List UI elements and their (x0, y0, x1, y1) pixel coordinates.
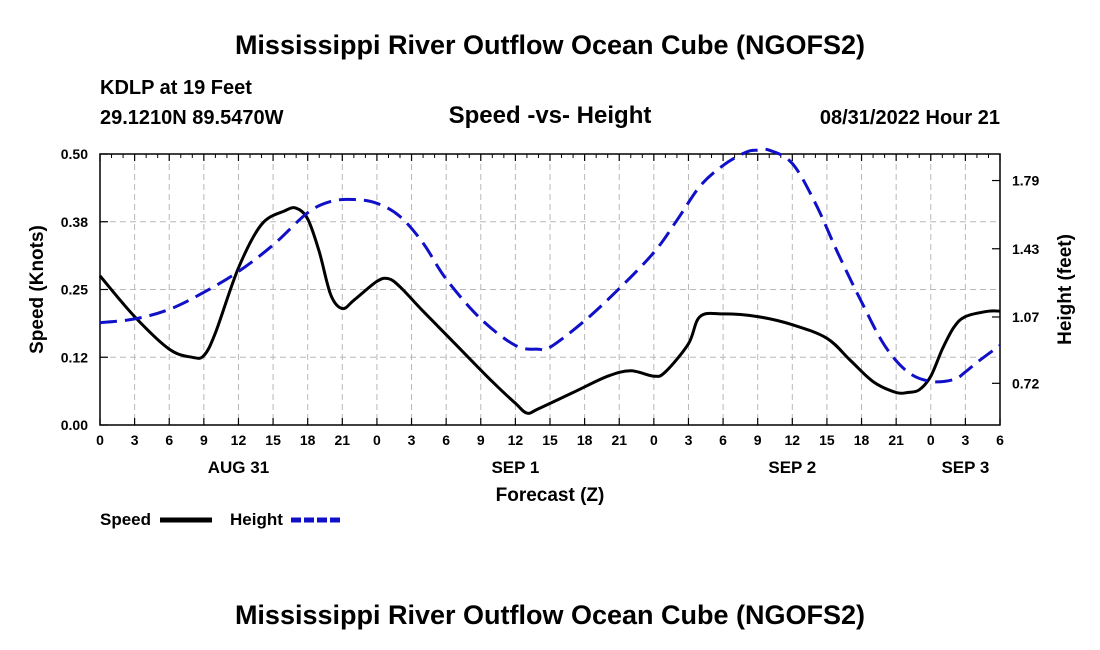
x-tick-label: 0 (927, 432, 935, 448)
x-tick-label: 3 (961, 432, 969, 448)
legend-label-height: Height (230, 510, 283, 529)
x-tick-label: 15 (542, 432, 558, 448)
chart-title: Mississippi River Outflow Ocean Cube (NG… (234, 30, 866, 60)
x-tick-label: 18 (854, 432, 870, 448)
x-tick-label: 0 (373, 432, 381, 448)
date-label: AUG 31 (208, 458, 269, 477)
x-tick-label: 3 (131, 432, 139, 448)
x-tick-label: 6 (165, 432, 173, 448)
date-label: SEP 1 (491, 458, 539, 477)
y2-tick-label: 1.07 (1012, 309, 1039, 325)
x-tick-label: 6 (719, 432, 727, 448)
y-tick-label: 0.00 (61, 417, 88, 433)
x-tick-label: 21 (335, 432, 351, 448)
forecast-datetime: 08/31/2022 Hour 21 (819, 107, 1000, 129)
series-line-height (99, 147, 1001, 384)
x-tick-label: 0 (96, 432, 104, 448)
x-tick-label: 3 (408, 432, 416, 448)
x-tick-label: 21 (611, 432, 627, 448)
footer-title: Mississippi River Outflow Ocean Cube (NG… (234, 600, 866, 630)
x-tick-label: 9 (477, 432, 485, 448)
y-tick-label: 0.38 (61, 214, 88, 230)
x-tick-label: 18 (577, 432, 593, 448)
grid-lines (100, 154, 1000, 425)
axis-ticks (99, 153, 1001, 426)
date-label: SEP 2 (768, 458, 816, 477)
legend-label-speed: Speed (100, 510, 151, 529)
x-tick-label: 18 (300, 432, 316, 448)
station-label: KDLP at 19 Feet (100, 77, 252, 99)
x-tick-label: 12 (785, 432, 801, 448)
y-tick-label: 0.25 (61, 282, 88, 298)
x-tick-label: 12 (508, 432, 524, 448)
series-line-speed (98, 206, 1001, 415)
x-tick-label: 0 (650, 432, 658, 448)
y2-tick-label: 0.72 (1012, 375, 1039, 391)
x-tick-label: 3 (685, 432, 693, 448)
chart-subtitle: Speed -vs- Height (448, 102, 652, 129)
x-tick-label: 6 (442, 432, 450, 448)
x-tick-label: 12 (231, 432, 247, 448)
x-tick-label: 9 (200, 432, 208, 448)
date-label: SEP 3 (941, 458, 989, 477)
station-coordinates: 29.1210N 89.5470W (100, 107, 284, 129)
x-tick-label: 15 (265, 432, 281, 448)
axis-labels: 0 3 6 9 12 15 18 21 0 3 6 9 12 15 18 21 0 3 6 9 12 15 18 21 0 3 6 0… (61, 146, 1040, 477)
x-tick-label: 9 (754, 432, 762, 448)
y-axis-title-speed: Speed (Knots) (27, 225, 48, 354)
data-series (98, 147, 1001, 415)
x-axis-title: Forecast (Z) (496, 485, 605, 506)
x-tick-label: 21 (888, 432, 904, 448)
y-axis-title-height: Height (feet) (1055, 234, 1076, 345)
y-tick-label: 0.12 (61, 349, 88, 365)
legend: Speed Height (100, 510, 343, 529)
y-tick-label: 0.50 (61, 146, 88, 162)
y2-tick-label: 1.79 (1012, 173, 1039, 189)
speed-height-chart: 0 3 6 9 12 15 18 21 0 3 6 9 12 15 18 21 0 3 6 9 12 15 18 21 0 3 6 0… (27, 146, 1076, 529)
y2-tick-label: 1.43 (1012, 241, 1039, 257)
x-tick-label: 6 (996, 432, 1004, 448)
x-tick-label: 15 (819, 432, 835, 448)
